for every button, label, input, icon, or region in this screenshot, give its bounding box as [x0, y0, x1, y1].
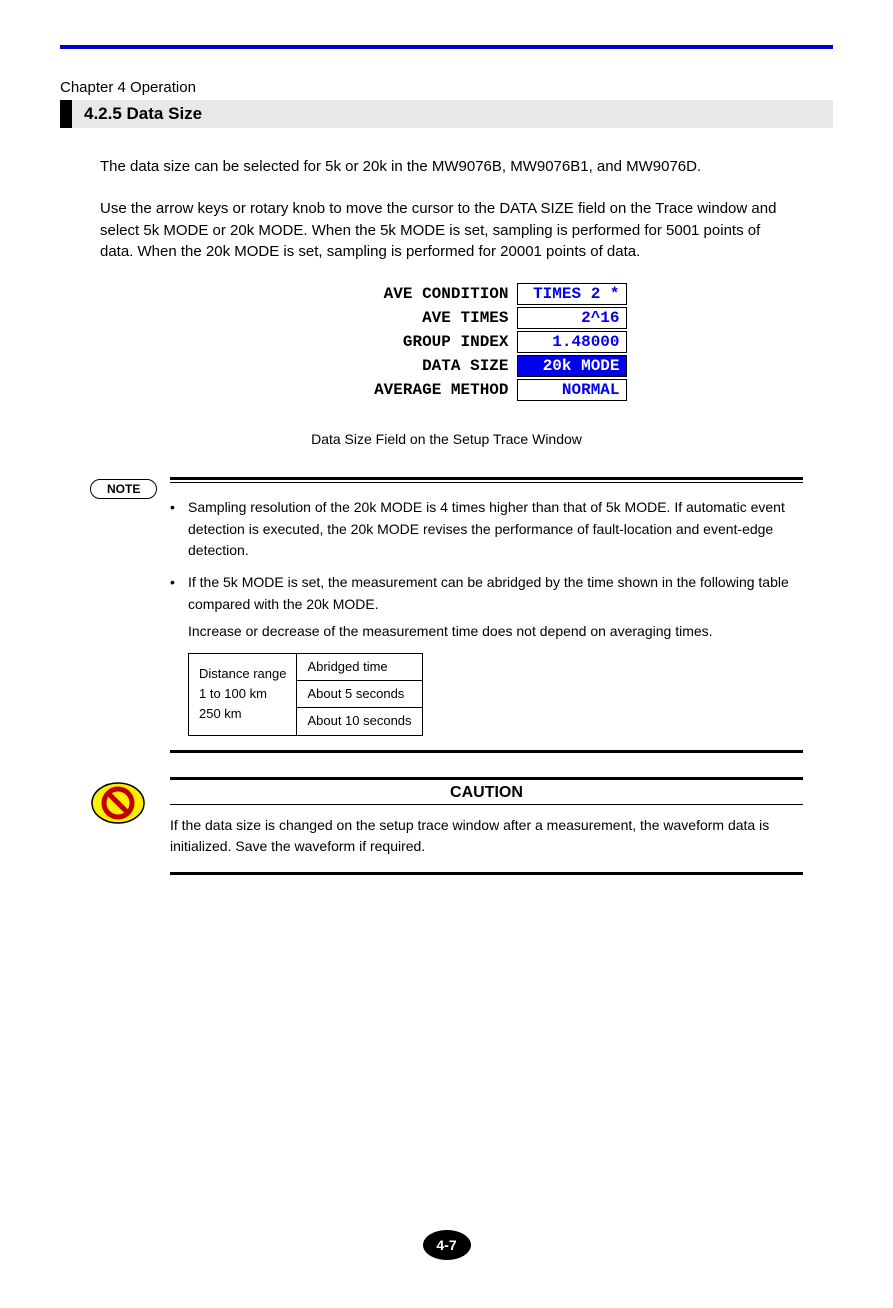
intro-paragraph-2: Use the arrow keys or rotary knob to mov… — [100, 198, 793, 263]
setting-value[interactable]: TIMES 2 * — [517, 283, 627, 305]
bullet-icon: • — [170, 572, 188, 643]
setting-row-data-size: DATA SIZE 20k MODE — [267, 355, 627, 377]
figure-caption: Data Size Field on the Setup Trace Windo… — [60, 431, 833, 447]
table-col1-r2: 250 km — [199, 704, 286, 724]
note-text-1: Sampling resolution of the 20k MODE is 4… — [188, 497, 803, 562]
note-item-1: • Sampling resolution of the 20k MODE is… — [170, 497, 803, 562]
section-heading: 4.2.5 Data Size — [60, 100, 833, 128]
setting-label: GROUP INDEX — [403, 333, 517, 351]
table-col1-header: Distance range — [199, 664, 286, 684]
note-pill: NOTE — [90, 479, 157, 499]
settings-panel: AVE CONDITION TIMES 2 * AVE TIMES 2^16 G… — [267, 283, 627, 401]
note-item-2: • If the 5k MODE is set, the measurement… — [170, 572, 803, 643]
abridged-time-table: Distance range 1 to 100 km 250 km Abridg… — [188, 653, 423, 735]
table-col1-r1: 1 to 100 km — [199, 684, 286, 704]
note-block: NOTE • Sampling resolution of the 20k MO… — [90, 477, 803, 753]
setting-value[interactable]: NORMAL — [517, 379, 627, 401]
setting-row-ave-times: AVE TIMES 2^16 — [267, 307, 627, 329]
intro-paragraph-1: The data size can be selected for 5k or … — [100, 156, 793, 178]
table-col2-r3: About 10 seconds — [297, 708, 422, 735]
table-col2-r2: About 5 seconds — [297, 681, 422, 708]
chapter-label: Chapter 4 Operation — [60, 79, 833, 96]
note-text-2a: If the 5k MODE is set, the measurement c… — [188, 572, 803, 615]
setting-label: DATA SIZE — [422, 357, 516, 375]
table-col2-r1: Abridged time — [297, 654, 422, 681]
setting-label: AVERAGE METHOD — [374, 381, 516, 399]
page-number: 4-7 — [423, 1230, 471, 1260]
setting-label: AVE CONDITION — [384, 285, 517, 303]
setting-value[interactable]: 1.48000 — [517, 331, 627, 353]
setting-row-group-index: GROUP INDEX 1.48000 — [267, 331, 627, 353]
setting-value-selected[interactable]: 20k MODE — [517, 355, 627, 377]
caution-block: CAUTION If the data size is changed on t… — [90, 777, 803, 875]
setting-value[interactable]: 2^16 — [517, 307, 627, 329]
header-rule — [60, 45, 833, 49]
setting-label: AVE TIMES — [422, 309, 516, 327]
note-text-2b: Increase or decrease of the measurement … — [188, 621, 803, 643]
prohibit-icon — [90, 781, 146, 825]
caution-text: If the data size is changed on the setup… — [170, 815, 803, 858]
setting-row-average-method: AVERAGE METHOD NORMAL — [267, 379, 627, 401]
caution-heading: CAUTION — [170, 782, 803, 804]
setting-row-ave-condition: AVE CONDITION TIMES 2 * — [267, 283, 627, 305]
bullet-icon: • — [170, 497, 188, 562]
